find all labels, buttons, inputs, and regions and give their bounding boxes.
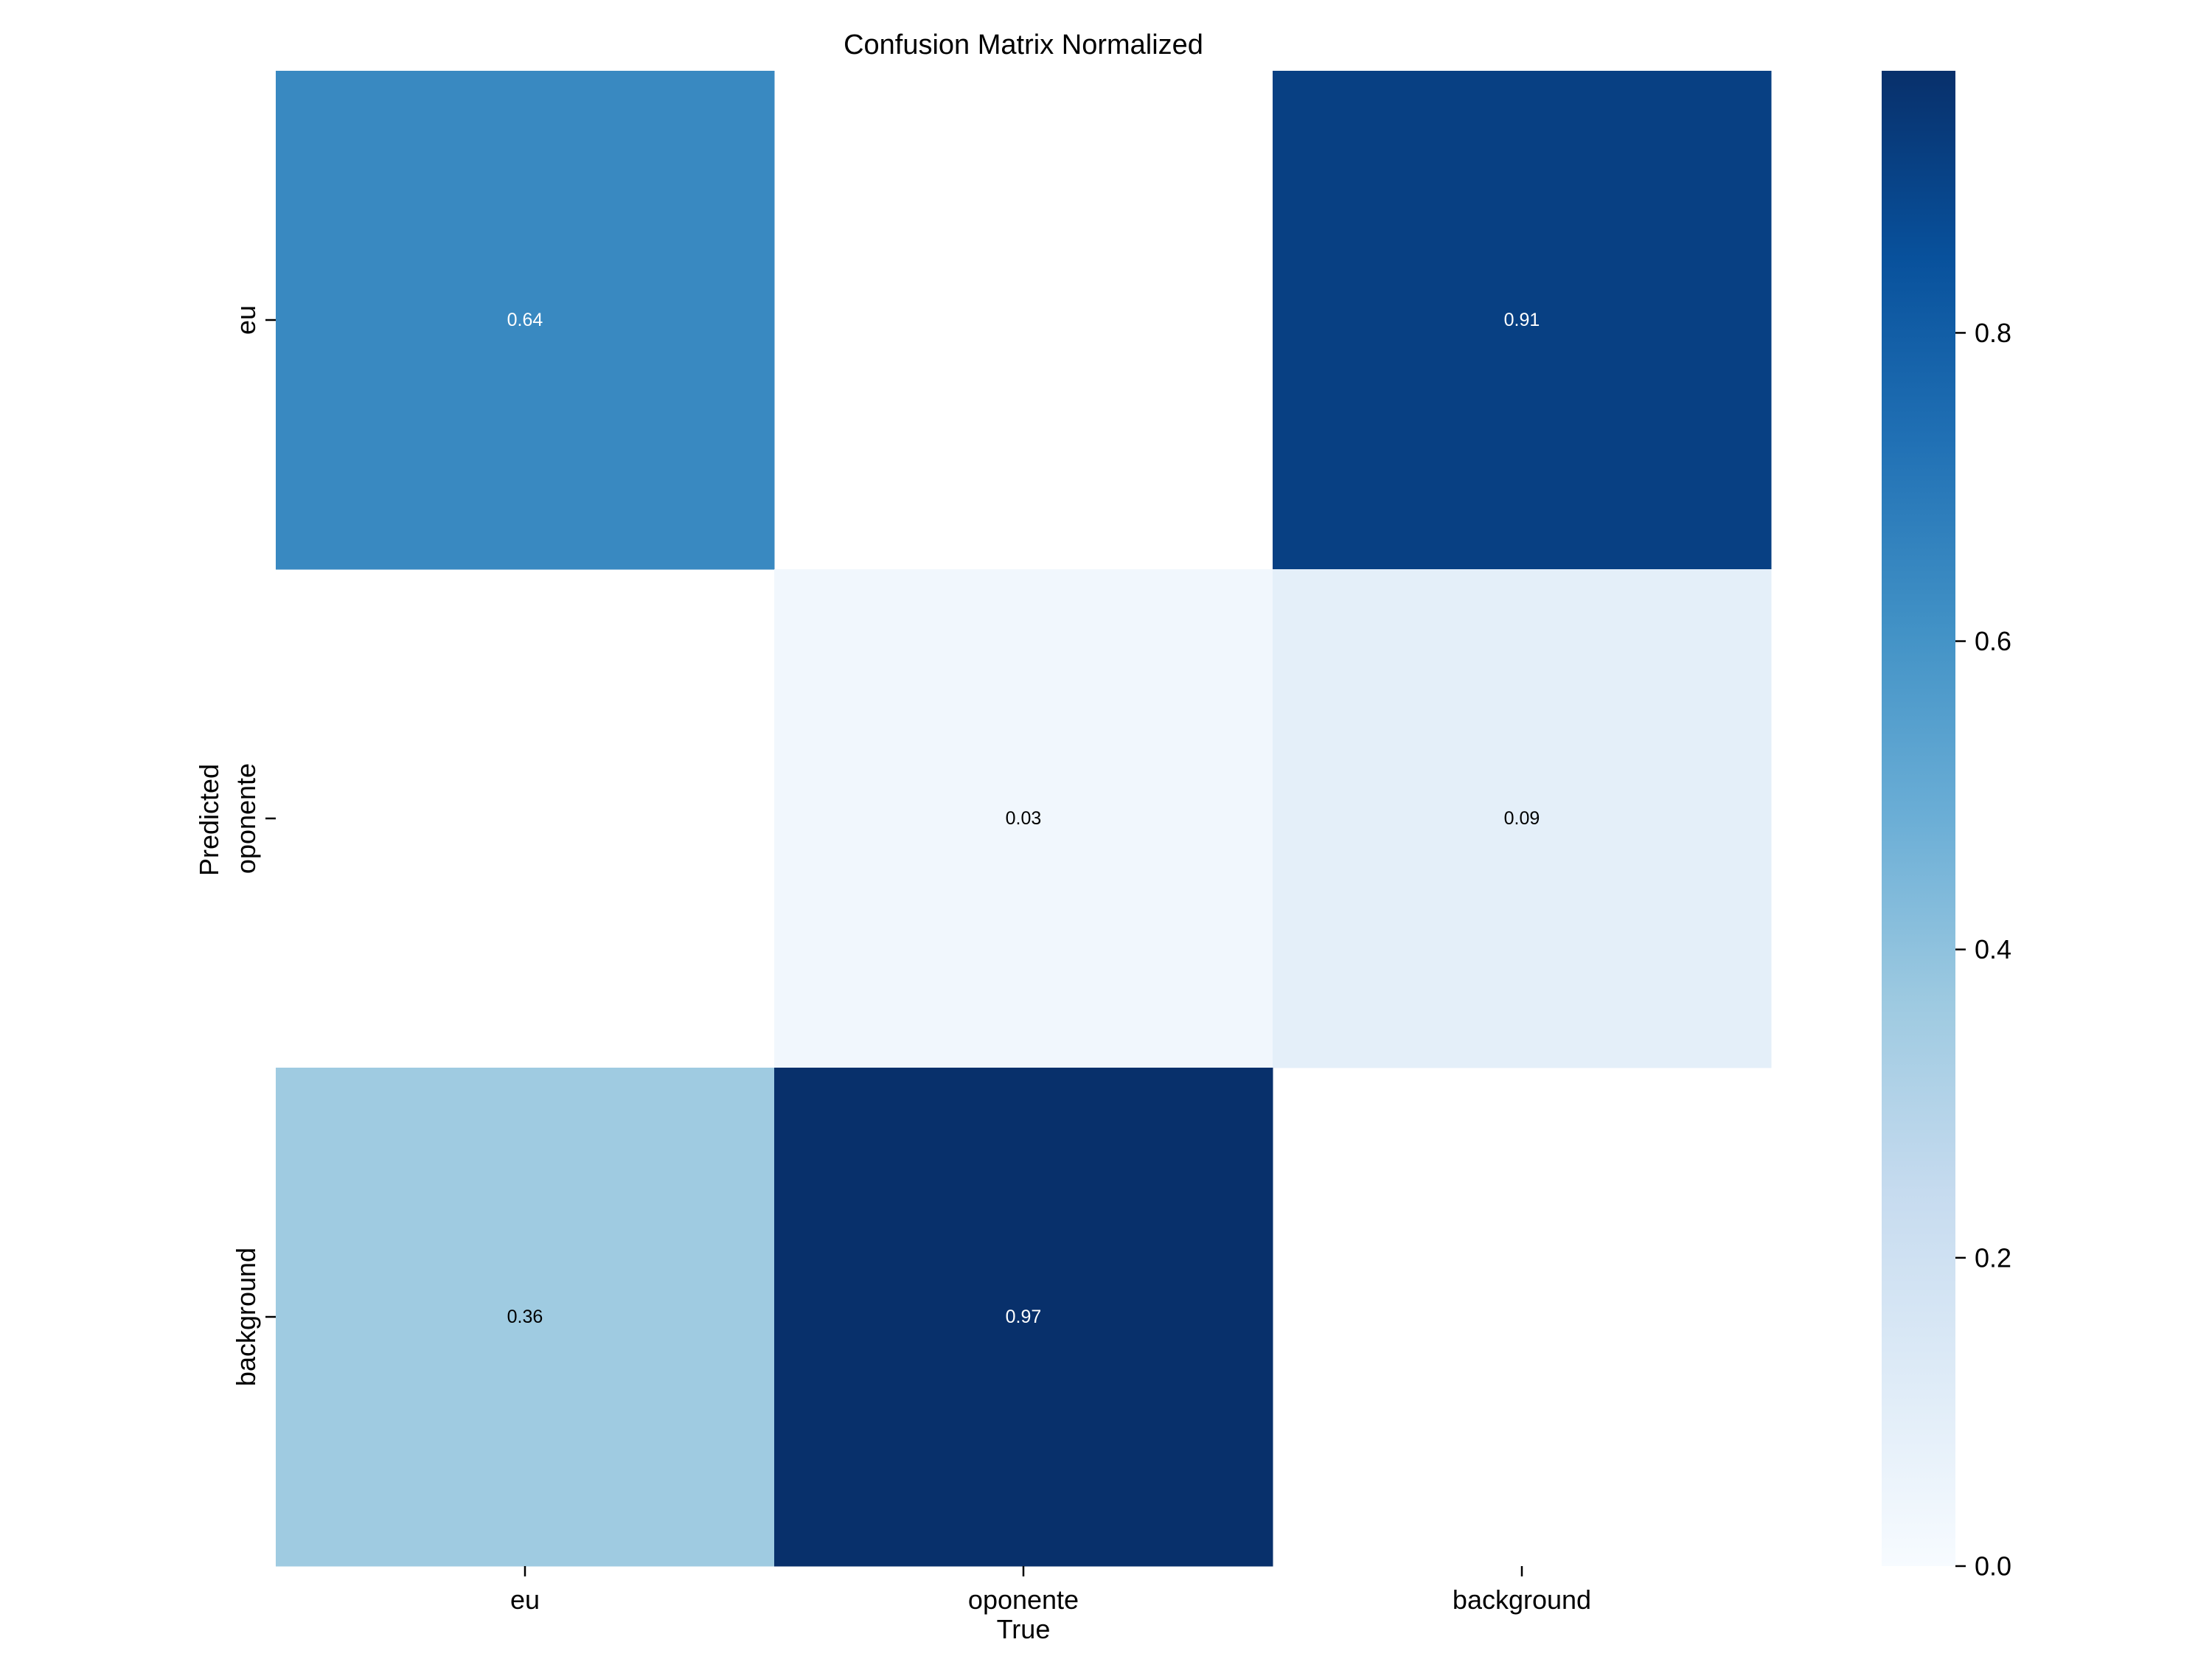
- heatmap-cell-eu-eu: [276, 71, 775, 570]
- colorbar: [1882, 71, 1955, 1566]
- heatmap-cell-labels: 0.64 0.91 0.03 0.09 0.36 0.97: [507, 310, 1540, 1327]
- heatmap-cell-background-eu: [276, 1068, 775, 1567]
- y-axis-ticks: eu oponente background: [231, 305, 276, 1386]
- chart-title: Confusion Matrix Normalized: [844, 29, 1203, 60]
- colorbar-tick-label: 0.4: [1975, 934, 2011, 964]
- y-axis-label: Predicted: [194, 764, 224, 876]
- y-tick-label-background: background: [231, 1248, 261, 1386]
- colorbar-tick-label: 0.2: [1975, 1242, 2011, 1273]
- heatmap-cell-oponente-background: [1273, 569, 1772, 1068]
- colorbar-ticks: 0.0 0.2 0.4 0.6 0.8: [1955, 318, 2011, 1582]
- cell-value-label: 0.91: [1504, 310, 1540, 330]
- x-axis-label: True: [997, 1614, 1051, 1644]
- y-tick-label-oponente: oponente: [231, 763, 261, 874]
- x-tick-label-background: background: [1453, 1585, 1591, 1615]
- cell-value-label: 0.64: [507, 310, 543, 330]
- cell-value-label: 0.97: [1006, 1307, 1042, 1327]
- x-tick-label-eu: eu: [510, 1585, 540, 1615]
- cell-value-label: 0.36: [507, 1307, 543, 1327]
- heatmap-cell-eu-background: [1273, 71, 1772, 570]
- colorbar-tick-label: 0.0: [1975, 1551, 2011, 1582]
- colorbar-tick-label: 0.6: [1975, 626, 2011, 656]
- heatmap-cells: [276, 71, 1772, 1567]
- heatmap-cell-oponente-oponente: [774, 569, 1273, 1068]
- x-axis-ticks: eu oponente background: [510, 1566, 1591, 1615]
- y-tick-label-eu: eu: [231, 305, 261, 335]
- cell-value-label: 0.03: [1006, 808, 1042, 829]
- cell-value-label: 0.09: [1504, 808, 1540, 829]
- x-tick-label-oponente: oponente: [968, 1585, 1079, 1615]
- colorbar-tick-label: 0.8: [1975, 318, 2011, 348]
- heatmap-cell-background-oponente: [774, 1068, 1273, 1567]
